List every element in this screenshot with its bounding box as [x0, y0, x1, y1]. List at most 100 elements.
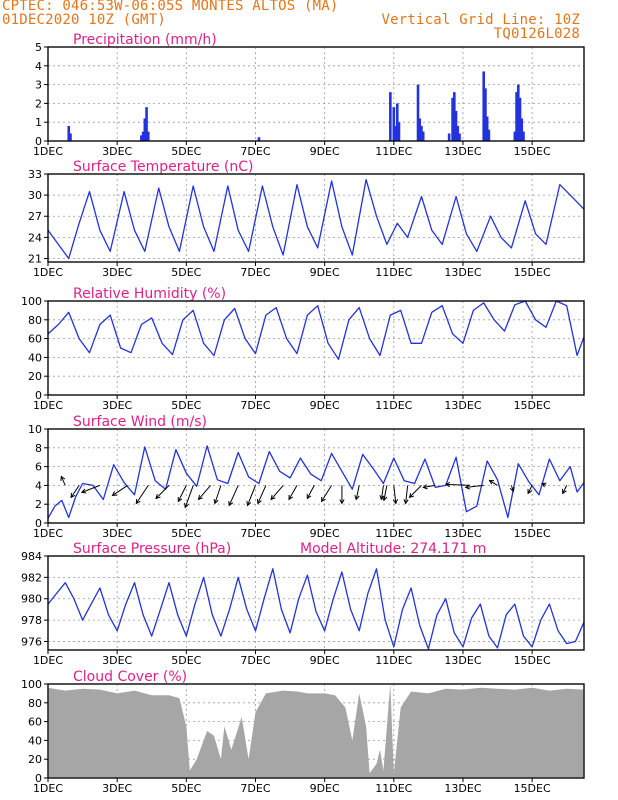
precip-bar [67, 125, 71, 141]
x-tick-label: 15DEC [514, 145, 551, 158]
wind-arrow [81, 484, 101, 493]
precip-bar [418, 118, 422, 141]
y-tick-label: 0 [35, 135, 42, 148]
precip-bar [482, 71, 486, 141]
x-tick-label: 7DEC [240, 399, 270, 412]
x-tick-label: 7DEC [240, 266, 270, 279]
wind-arrow-head [403, 499, 409, 505]
x-tick-label: 3DEC [102, 266, 132, 279]
y-tick-label: 60 [28, 716, 42, 729]
y-tick-label: 4 [35, 60, 42, 73]
y-tick-label: 33 [28, 168, 42, 181]
y-tick-label: 24 [28, 231, 42, 244]
y-tick-label: 4 [35, 479, 42, 492]
y-tick-label: 100 [21, 295, 42, 308]
x-tick-label: 3DEC [102, 527, 132, 540]
wind-arrow [380, 485, 384, 500]
wind-arrow-head [184, 502, 189, 509]
precip-bar [456, 125, 460, 141]
precip-bar [520, 118, 524, 141]
wind-arrow-head [408, 492, 414, 499]
wind-arrow [184, 485, 194, 508]
wind-arrow [288, 485, 298, 500]
y-tick-label: 982 [21, 571, 42, 584]
precipitation-frame [47, 46, 585, 142]
wind-arrow-head [111, 491, 118, 496]
precip-bar [513, 131, 517, 141]
x-tick-label: 5DEC [171, 654, 201, 667]
precip-bar [69, 133, 72, 141]
precip-bar [143, 118, 147, 141]
x-tick-label: 15DEC [514, 782, 551, 795]
wind-arrow [355, 485, 360, 500]
wind-arrow [527, 485, 533, 494]
wind-arrow [562, 485, 568, 494]
wind-arrow [257, 485, 267, 504]
y-tick-label: 60 [28, 333, 42, 346]
y-tick-label: 20 [28, 753, 42, 766]
wind-arrow [270, 485, 284, 500]
precip-bar [257, 137, 261, 141]
humidity-border [47, 300, 585, 396]
temperature-border [47, 173, 585, 263]
precip-bar [392, 107, 396, 141]
wind-arrow-head [135, 498, 141, 505]
wind-arrow-head [339, 499, 345, 505]
precip-bar [389, 92, 392, 141]
x-tick-label: 13DEC [444, 266, 481, 279]
wind-arrow [177, 485, 187, 502]
y-tick-label: 27 [28, 210, 42, 223]
wind-frame [47, 428, 585, 524]
wind-arrow-head [321, 496, 326, 503]
wind-arrow-head [288, 494, 294, 501]
y-tick-label: 980 [21, 593, 42, 606]
x-tick-label: 1DEC [33, 654, 63, 667]
wind-arrow [423, 484, 436, 488]
y-tick-label: 976 [21, 635, 42, 648]
wind-arrow [228, 485, 239, 506]
x-tick-label: 9DEC [310, 145, 340, 158]
wind-arrow [135, 485, 149, 504]
y-tick-label: 978 [21, 614, 42, 627]
precip-bar [516, 84, 520, 141]
x-tick-label: 1DEC [33, 399, 63, 412]
y-tick-label: 5 [35, 41, 42, 54]
precip-bar [420, 125, 423, 141]
humidity-line [47, 300, 585, 360]
wind-arrow-head [228, 500, 234, 507]
wind-arrow-head [422, 484, 428, 490]
precip-bar [395, 103, 399, 141]
pressure-line [47, 568, 585, 650]
wind-arrow-head [246, 500, 252, 507]
y-tick-label: 40 [28, 351, 42, 364]
model-code: TQ0126L028 [493, 26, 580, 42]
x-tick-label: 9DEC [310, 527, 340, 540]
x-tick-label: 5DEC [171, 782, 201, 795]
x-tick-label: 13DEC [444, 145, 481, 158]
y-tick-label: 10 [28, 423, 42, 436]
precip-bar [140, 135, 143, 141]
precip-bar [487, 129, 491, 141]
precip-bar [453, 92, 456, 141]
x-tick-label: 11DEC [375, 527, 412, 540]
wind-arrow [405, 485, 409, 504]
precip-bar [518, 97, 522, 141]
x-tick-label: 1DEC [33, 266, 63, 279]
vertical-grid-label: Vertical Grid Line: 10Z [381, 12, 580, 28]
y-tick-label: 3 [35, 79, 42, 92]
wind-arrow-head [80, 488, 87, 494]
precip-bar [421, 131, 425, 141]
humidity-frame [47, 300, 585, 396]
precip-bar [484, 88, 487, 141]
model-altitude-label: Model Altitude: 274.171 m [300, 541, 486, 557]
pressure-border [47, 555, 585, 651]
wind-arrow-head [70, 492, 76, 499]
x-tick-label: 1DEC [33, 527, 63, 540]
wind-arrow-head [270, 494, 276, 501]
y-tick-label: 6 [35, 461, 42, 474]
y-tick-label: 30 [28, 189, 42, 202]
x-tick-label: 11DEC [375, 266, 412, 279]
wind-arrow-head [155, 493, 161, 500]
x-tick-label: 11DEC [375, 654, 412, 667]
precip-bar [146, 131, 150, 141]
